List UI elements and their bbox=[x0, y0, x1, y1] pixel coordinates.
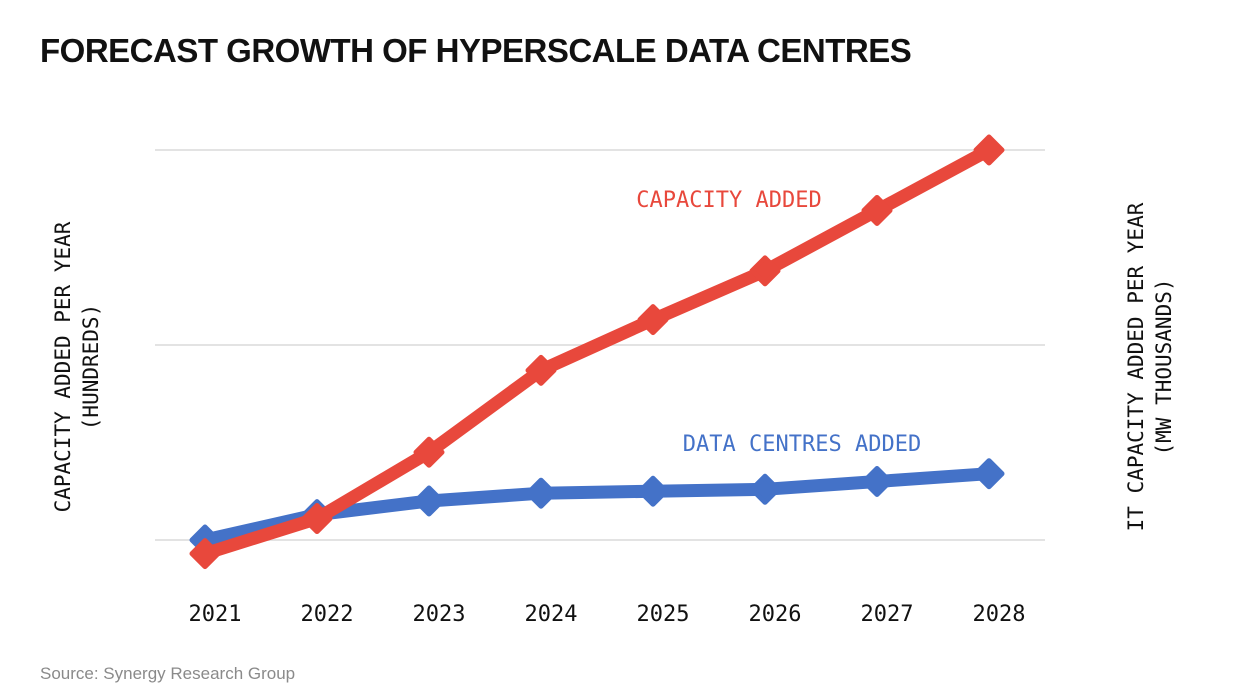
data-point-marker bbox=[301, 503, 333, 535]
x-tick-label: 2027 bbox=[861, 602, 914, 627]
x-tick-label: 2028 bbox=[973, 602, 1026, 627]
data-point-marker bbox=[525, 354, 557, 386]
series-layer bbox=[189, 134, 1005, 570]
data-point-marker bbox=[973, 458, 1005, 490]
series-label-data-centres-added: DATA CENTRES ADDED bbox=[683, 432, 921, 457]
data-point-marker bbox=[189, 538, 221, 570]
data-point-marker bbox=[973, 134, 1005, 166]
data-point-marker bbox=[525, 477, 557, 509]
chart-title: FORECAST GROWTH OF HYPERSCALE DATA CENTR… bbox=[40, 32, 912, 69]
x-tick-label: 2021 bbox=[189, 602, 242, 627]
data-point-marker bbox=[861, 466, 893, 497]
x-tick-label: 2022 bbox=[301, 602, 354, 627]
source-note: Source: Synergy Research Group bbox=[40, 664, 296, 683]
left-axis-label-line2: (HUNDREDS) bbox=[79, 304, 103, 430]
series-label-capacity-added: CAPACITY ADDED bbox=[636, 188, 821, 213]
x-tick-label: 2025 bbox=[637, 602, 690, 627]
right-axis-label-line2: (MW THOUSANDS) bbox=[1152, 278, 1176, 455]
x-tick-label: 2026 bbox=[749, 602, 802, 627]
x-tick-labels: 2021 2022 2023 2024 2025 2026 2027 2028 bbox=[189, 602, 1026, 627]
right-axis-label-line1: IT CAPACITY ADDED PER YEAR bbox=[1124, 202, 1148, 531]
data-point-marker bbox=[413, 485, 445, 517]
data-point-marker bbox=[749, 473, 781, 505]
x-tick-label: 2024 bbox=[525, 602, 578, 627]
data-point-marker bbox=[413, 436, 445, 468]
series-line bbox=[198, 143, 996, 561]
data-point-marker bbox=[637, 304, 669, 336]
data-point-marker bbox=[749, 255, 781, 287]
data-point-marker bbox=[637, 475, 669, 507]
left-axis-label-line1: CAPACITY ADDED PER YEAR bbox=[51, 221, 75, 512]
data-point-marker bbox=[861, 194, 893, 226]
x-tick-label: 2023 bbox=[413, 602, 466, 627]
series-capacity-added bbox=[189, 134, 1005, 570]
